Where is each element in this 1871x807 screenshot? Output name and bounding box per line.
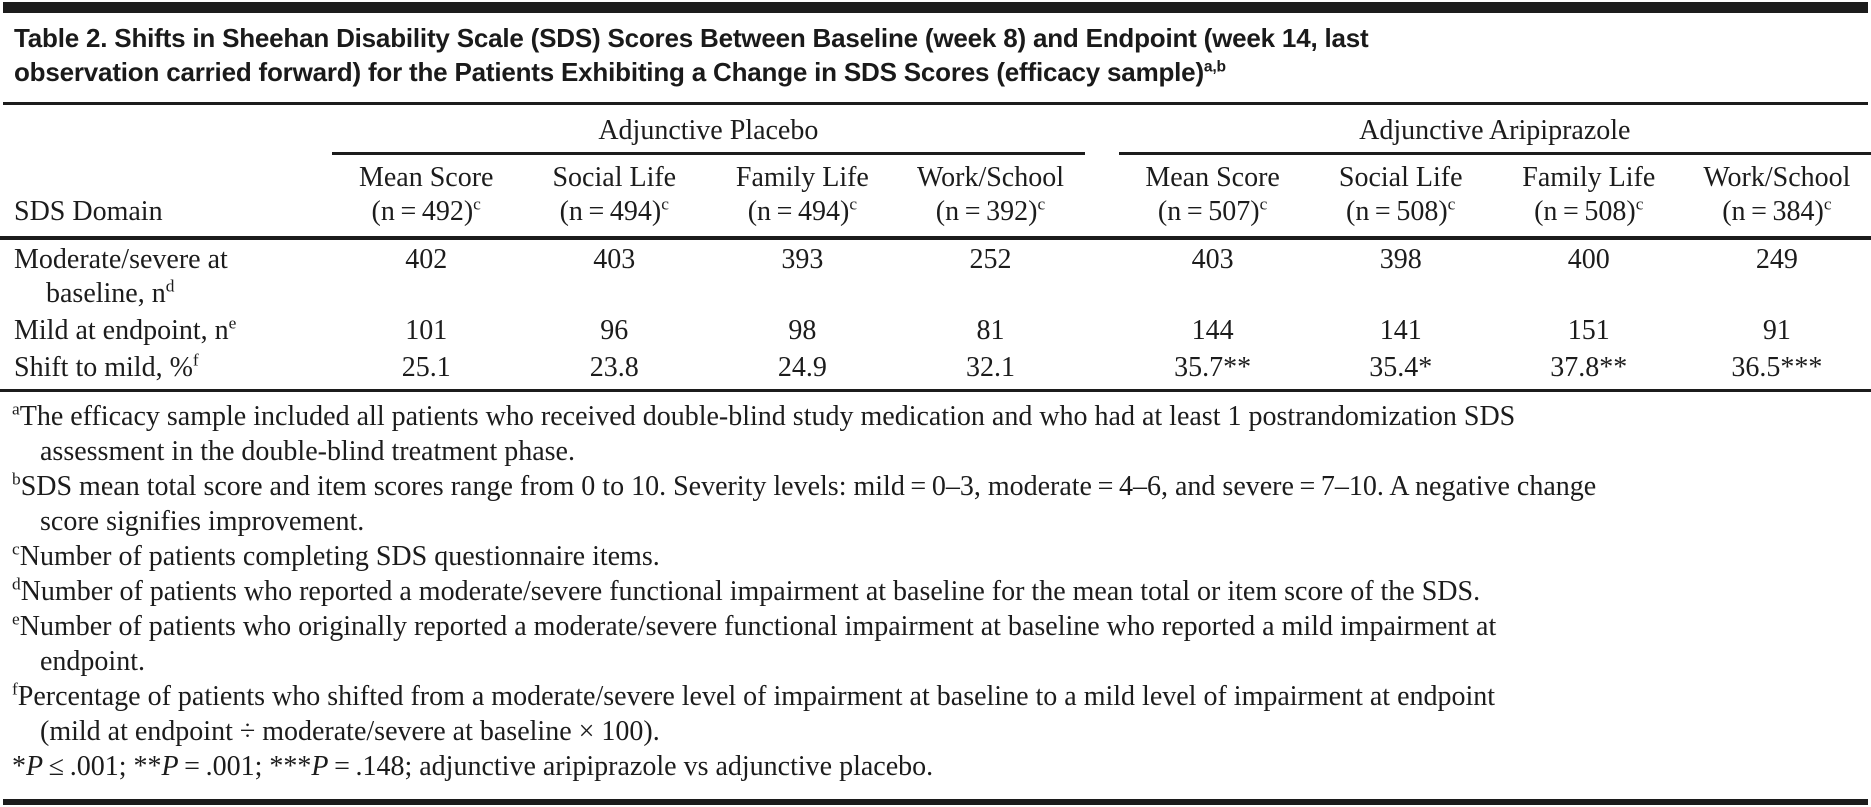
footnote-marker: f [192,350,199,370]
footnote-marker: c [1259,194,1268,214]
footnote-marker: c [1823,194,1832,214]
col-header-aripiprazole-work-school: Work/School (n = 384)c [1682,153,1871,240]
data-cell: 400 [1567,244,1610,275]
data-cell: 36.5*** [1682,348,1871,392]
data-cell: 252 [969,244,1012,275]
footnote-marker: d [165,276,175,296]
data-cell: 96 [600,315,629,346]
data-cell: 101 [405,315,448,346]
data-cell: 35.4* [1306,348,1495,392]
group-header-row: Adjunctive Placebo Adjunctive Aripiprazo… [0,107,1871,155]
footnote-marker: e [228,313,237,333]
footnote-c: cNumber of patients completing SDS quest… [12,539,660,572]
col-header-sds-domain: SDS Domain [0,153,333,240]
sds-shift-table: Adjunctive Placebo Adjunctive Aripiprazo… [0,107,1871,392]
col-header-placebo-work-school: Work/School (n = 392)c [896,153,1085,240]
footnote-marker: c [473,194,481,214]
footnote-b-line1: bSDS mean total score and item scores ra… [12,469,1597,502]
table-title: Table 2. Shifts in Sheehan Disability Sc… [14,21,1864,89]
column-spacer [1084,153,1119,240]
column-spacer [1084,348,1119,392]
data-cell: 249 [1755,244,1798,275]
data-cell: 98 [788,315,817,346]
footnote-marker: a [12,399,20,419]
row-label: Shift to mild, %f [0,348,333,392]
data-cell: 141 [1379,315,1422,346]
data-cell: 35.7** [1118,348,1307,392]
column-spacer [1085,107,1119,154]
data-cell: 403 [1191,244,1234,275]
group-header-adjunctive-aripiprazole: Adjunctive Aripiprazole [1118,107,1871,155]
footnote-marker: c [849,194,858,214]
data-cell: 393 [781,244,824,275]
column-spacer [1085,238,1119,311]
data-cell: 37.8** [1494,348,1683,392]
footnote-marker: b [12,469,21,489]
col-header-aripiprazole-family-life: Family Life (n = 508)c [1494,153,1683,240]
group-row-label-spacer [0,107,332,154]
footnote-marker: e [12,609,20,629]
data-cell: 144 [1191,315,1234,346]
footnote-d: dNumber of patients who reported a moder… [12,574,1481,607]
footnote-b-line2: score signifies improvement. [40,506,365,537]
table-row-moderate-severe-baseline: Moderate/severe at baseline, nd 402 403 3… [0,238,1871,311]
col-header-placebo-family-life: Family Life (n = 494)c [708,153,897,240]
data-cell: 403 [593,244,636,275]
footnote-marker: c [12,539,20,559]
table-title-line2: observation carried forward) for the Pat… [14,57,1226,87]
table-row-shift-to-mild: Shift to mild, %f 25.1 23.8 24.9 32.1 35… [0,348,1871,392]
data-cell: 402 [405,244,448,275]
column-header-row: SDS Domain Mean Score (n = 492)c Social L… [0,153,1871,240]
footnote-e-line2: endpoint. [40,646,145,677]
data-cell: 81 [976,315,1005,346]
footnote-marker: c [1635,194,1644,214]
table-title-line1: Table 2. Shifts in Sheehan Disability Sc… [14,23,1369,53]
top-rule [3,2,1868,13]
footnote-a-line1: aThe efficacy sample included all patien… [12,399,1516,432]
bottom-rule [3,799,1868,805]
footnote-marker: c [661,194,669,214]
row-label: Moderate/severe at baseline, nd [14,244,228,309]
footnote-f-line2: (mild at endpoint ÷ moderate/severe at b… [40,716,660,747]
data-cell: 398 [1379,244,1422,275]
col-header-aripiprazole-social-life: Social Life (n = 508)c [1306,153,1495,240]
footnote-a-line2: assessment in the double-blind treatment… [40,436,575,467]
footnote-f-line1: fPercentage of patients who shifted from… [12,679,1496,712]
footnote-marker: f [12,679,18,699]
col-header-placebo-mean-score: Mean Score (n = 492)c [332,153,521,240]
data-cell: 151 [1567,315,1610,346]
data-cell: 91 [1762,315,1791,346]
footnote-e-line1: eNumber of patients who originally repor… [12,609,1497,642]
title-footnote-marker: a,b [1203,58,1226,76]
col-header-aripiprazole-mean-score: Mean Score (n = 507)c [1118,153,1307,240]
title-divider-rule [3,102,1868,105]
table-row-mild-at-endpoint: Mild at endpoint, ne 101 96 98 81 144 14… [0,311,1871,348]
data-cell: 25.1 [332,348,521,392]
footnote-marker: d [12,574,21,594]
footnote-marker: c [1447,194,1456,214]
data-cell: 32.1 [896,348,1085,392]
data-cell: 24.9 [708,348,897,392]
row-label: Mild at endpoint, ne [14,313,237,346]
data-cell: 23.8 [520,348,709,392]
table-footnotes: aThe efficacy sample included all patien… [12,399,1862,784]
significance-note: *P ≤ .001; **P = .001; ***P = .148; adju… [12,751,934,782]
group-header-adjunctive-placebo: Adjunctive Placebo [332,107,1085,155]
column-spacer [1085,311,1119,348]
col-header-placebo-social-life: Social Life (n = 494)c [520,153,709,240]
footnote-marker: c [1037,194,1046,214]
